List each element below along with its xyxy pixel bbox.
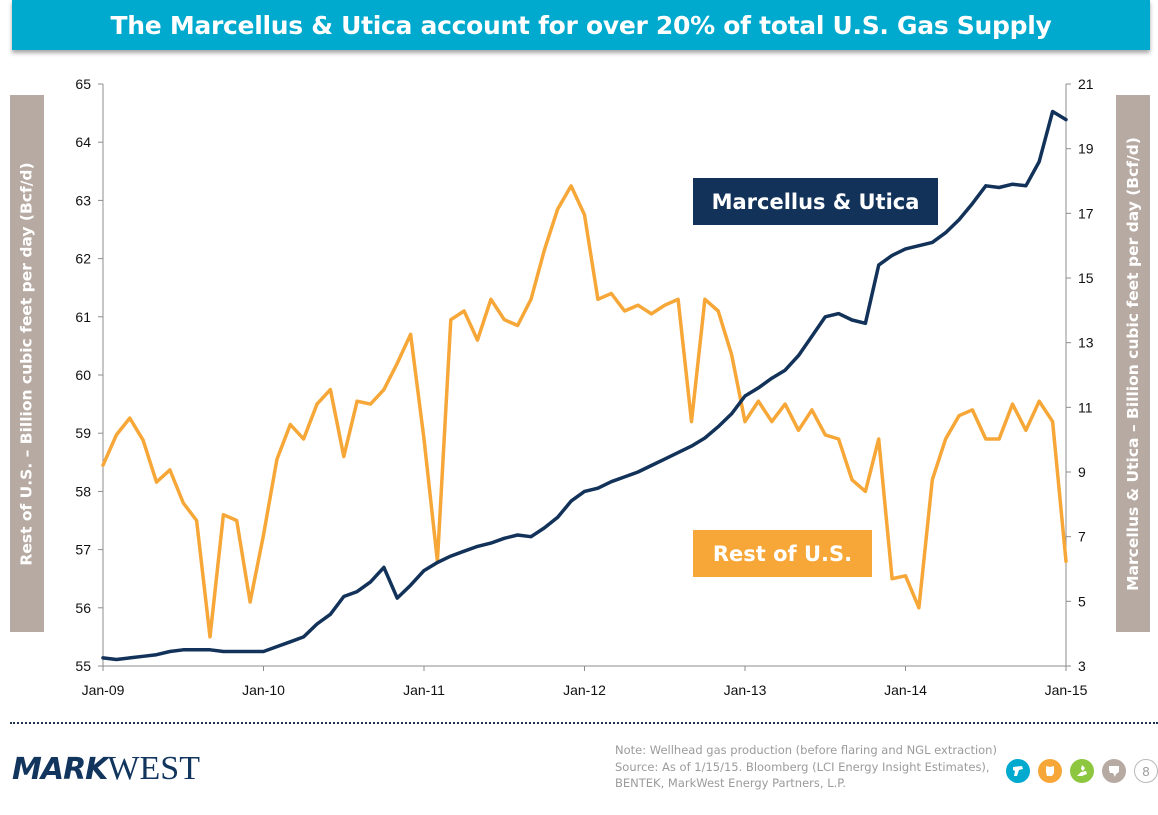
left-y-tick-label: 58 [75, 483, 91, 499]
left-y-tick-label: 62 [75, 251, 91, 267]
michigan-icon [1070, 759, 1094, 783]
logo-mark: MARK [12, 752, 108, 787]
left-y-tick-label: 59 [75, 425, 91, 441]
left-axis-title-box: Rest of U.S. – Billion cubic feet per da… [10, 95, 44, 632]
logo-west: WEST [107, 750, 200, 787]
x-tick-label: Jan-14 [884, 682, 927, 698]
right-y-tick-label: 19 [1078, 141, 1094, 157]
left-y-tick-label: 63 [75, 192, 91, 208]
markwest-logo: MARK WEST [12, 750, 200, 787]
ohio-icon [1038, 759, 1062, 783]
note-line: Note: Wellhead gas production (before fl… [615, 743, 997, 757]
x-tick-label: Jan-09 [82, 682, 125, 698]
right-y-tick-label: 15 [1078, 270, 1094, 286]
right-y-tick-label: 13 [1078, 335, 1094, 351]
marcellus-utica-label: Marcellus & Utica [693, 178, 938, 225]
right-y-tick-label: 9 [1078, 464, 1086, 480]
x-tick-label: Jan-13 [724, 682, 767, 698]
left-y-tick-label: 55 [75, 658, 91, 674]
rest-of-u-s-line [101, 184, 1068, 639]
left-y-tick-label: 60 [75, 367, 91, 383]
x-tick-label: Jan-15 [1045, 682, 1088, 698]
right-axis-title-box: Marcellus & Utica – Billion cubic feet p… [1116, 95, 1150, 632]
left-y-tick-label: 65 [75, 76, 91, 92]
x-tick-label: Jan-11 [403, 682, 445, 698]
right-y-tick-label: 11 [1078, 399, 1093, 415]
x-tick-label: Jan-12 [563, 682, 606, 698]
left-y-tick-label: 57 [75, 542, 91, 558]
source-line-2: BENTEK, MarkWest Energy Partners, L.P. [615, 776, 847, 790]
page-number: 8 [1134, 759, 1158, 783]
chart: 55565758596061626364653579111315171921Ja… [75, 76, 1094, 698]
left-y-tick-label: 61 [75, 309, 91, 325]
right-y-tick-label: 3 [1078, 658, 1086, 674]
page-title: The Marcellus & Utica account for over 2… [110, 10, 1052, 40]
right-y-tick-label: 21 [1078, 76, 1094, 92]
right-y-tick-label: 17 [1078, 205, 1094, 221]
right-y-tick-label: 7 [1078, 529, 1086, 545]
x-tick-label: Jan-10 [242, 682, 285, 698]
rest-of-us-label: Rest of U.S. [693, 530, 872, 577]
footer-divider [10, 722, 1158, 724]
right-y-tick-label: 5 [1078, 593, 1086, 609]
title-bar: The Marcellus & Utica account for over 2… [12, 0, 1150, 50]
source-line: Source: As of 1/15/15. Bloomberg (LCI En… [615, 759, 990, 774]
footnote: Note: Wellhead gas production (before fl… [615, 742, 997, 792]
left-y-tick-label: 64 [75, 134, 91, 150]
state-icons: 8 [1006, 759, 1158, 783]
pennsylvania-icon [1006, 759, 1030, 783]
left-y-tick-label: 56 [75, 600, 91, 616]
texas-icon [1102, 759, 1126, 783]
